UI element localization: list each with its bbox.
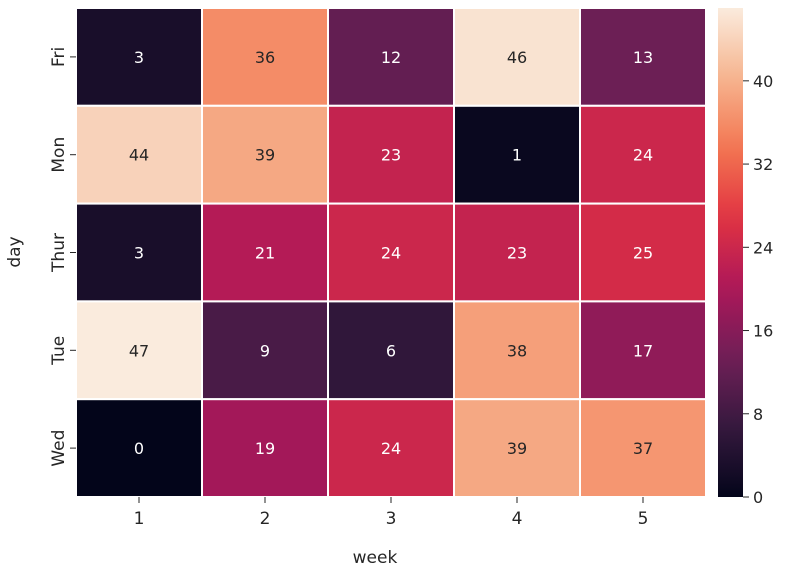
heatmap-cell [453, 300, 581, 401]
cell-annotation: 17 [633, 341, 653, 360]
cell-annotation: 19 [255, 439, 275, 458]
heatmap-cells: 3 36 12 46 13 44 39 23 1 24 3 21 24 23 25 47 9 6 38 17 0 19 24… [75, 7, 707, 499]
y-tick-label: Tue [49, 336, 69, 366]
cell-annotation: 36 [255, 48, 275, 67]
x-tick-label: 3 [386, 509, 397, 529]
cell-annotation: 12 [381, 48, 401, 67]
cell-annotation: 24 [633, 146, 653, 165]
heatmap-cell [327, 300, 455, 401]
colorbar-tick-label: 8 [753, 405, 763, 424]
cell-annotation: 3 [134, 48, 144, 67]
y-tick-label: Thur [49, 233, 69, 273]
cell-annotation: 38 [507, 341, 527, 360]
cell-annotation: 39 [255, 146, 275, 165]
cell-annotation: 9 [260, 341, 270, 360]
heatmap-cell [201, 300, 329, 401]
cell-annotation: 1 [512, 146, 522, 165]
colorbar [718, 8, 743, 497]
colorbar-tick-label: 32 [753, 155, 773, 174]
x-axis-label: week [353, 548, 398, 568]
cell-annotation: 47 [129, 341, 149, 360]
colorbar-ticks: 0 8 16 24 32 40 [743, 72, 773, 507]
colorbar-tick-label: 40 [753, 72, 773, 91]
x-tick-label: 5 [638, 509, 649, 529]
colorbar-tick-label: 16 [753, 322, 773, 341]
y-axis-label: day [5, 236, 25, 267]
heatmap-cell [327, 7, 455, 107]
y-axis-ticks: Fri Mon Thur Tue Wed [49, 47, 76, 467]
heatmap-cell [75, 398, 203, 499]
cell-annotation: 25 [633, 244, 653, 263]
heatmap-cell [579, 398, 707, 499]
cell-annotation: 24 [381, 244, 401, 263]
x-axis-ticks: 1 2 3 4 5 [134, 497, 649, 529]
cell-annotation: 21 [255, 244, 275, 263]
x-tick-label: 1 [134, 509, 145, 529]
cell-annotation: 23 [507, 244, 527, 263]
cell-annotation: 13 [633, 48, 653, 67]
y-tick-label: Mon [49, 137, 69, 173]
cell-annotation: 3 [134, 244, 144, 263]
heatmap-cell [75, 7, 203, 107]
cell-annotation: 0 [134, 439, 144, 458]
cell-annotation: 39 [507, 439, 527, 458]
colorbar-tick-label: 0 [753, 488, 763, 507]
x-tick-label: 4 [512, 509, 523, 529]
heatmap-cell [201, 398, 329, 499]
heatmap-cell [579, 104, 707, 205]
heatmap-cell [327, 104, 455, 205]
heatmap-cell [201, 202, 329, 303]
x-tick-label: 2 [260, 509, 271, 529]
cell-annotation: 37 [633, 439, 653, 458]
cell-annotation: 23 [381, 146, 401, 165]
cell-annotation: 44 [129, 146, 149, 165]
heatmap-cell [327, 398, 455, 499]
y-tick-label: Fri [49, 47, 69, 67]
cell-annotation: 24 [381, 439, 401, 458]
y-tick-label: Wed [49, 430, 69, 467]
cell-annotation: 6 [386, 341, 396, 360]
heatmap-cell [579, 300, 707, 401]
heatmap-cell [453, 202, 581, 303]
colorbar-tick-label: 24 [753, 238, 773, 257]
cell-annotation: 46 [507, 48, 527, 67]
heatmap-cell [201, 7, 329, 107]
